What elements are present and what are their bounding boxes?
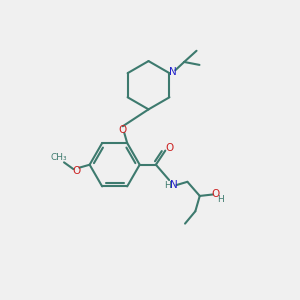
Text: CH₃: CH₃ xyxy=(51,153,67,162)
Text: O: O xyxy=(212,190,220,200)
Text: N: N xyxy=(170,180,177,190)
Text: N: N xyxy=(169,67,177,77)
Text: H: H xyxy=(165,181,171,190)
Text: H: H xyxy=(218,195,224,204)
Text: O: O xyxy=(73,166,81,176)
Text: O: O xyxy=(118,125,127,135)
Text: O: O xyxy=(165,142,174,153)
